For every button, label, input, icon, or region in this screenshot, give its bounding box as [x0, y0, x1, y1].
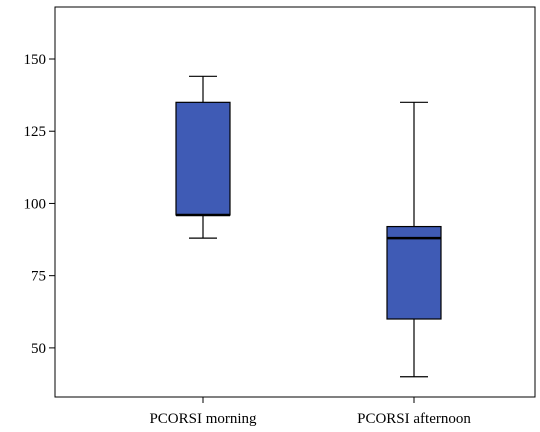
boxes-layer: [175, 75, 442, 378]
plot-frame: [54, 6, 536, 398]
box-iqr: [386, 225, 442, 320]
box-group: [386, 101, 442, 378]
y-tick-label: 75: [31, 269, 46, 285]
y-axis: 50 75 100 125 150: [24, 52, 55, 357]
y-tick-label: 150: [24, 52, 47, 68]
y-tick-label: 125: [24, 124, 47, 140]
x-category-label: PCORSI morning: [149, 411, 257, 427]
box-group: [175, 75, 231, 239]
box-iqr: [175, 101, 231, 216]
y-tick-label: 50: [31, 341, 46, 357]
x-category-label: PCORSI afternoon: [357, 411, 471, 427]
y-tick-label: 100: [24, 196, 47, 212]
x-axis: PCORSI morning PCORSI afternoon: [149, 397, 471, 427]
